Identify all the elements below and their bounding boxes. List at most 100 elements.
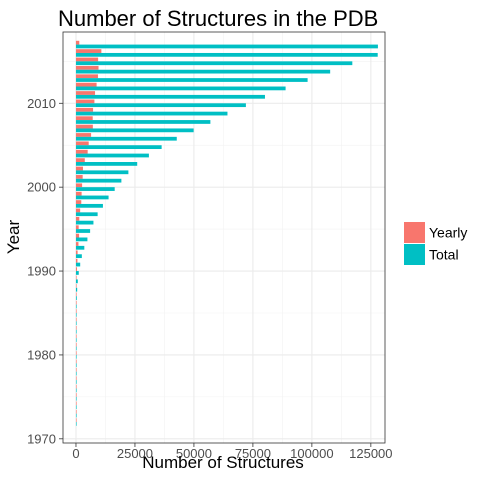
- y-tick-label: 2000: [27, 180, 56, 195]
- bar-total: [75, 103, 246, 108]
- bar-total: [75, 363, 77, 368]
- bar-total: [75, 145, 162, 150]
- legend-label-total: Total: [429, 247, 459, 263]
- bar-total: [75, 229, 91, 233]
- bar-total: [75, 237, 88, 242]
- bar-yearly: [75, 65, 99, 70]
- y-tick-label: 2010: [27, 96, 56, 111]
- legend-key-yearly: [404, 222, 425, 243]
- bar-yearly: [75, 393, 77, 397]
- bar-total: [75, 338, 77, 342]
- bar-yearly: [75, 107, 94, 112]
- bar-yearly: [75, 284, 77, 288]
- bar-yearly: [75, 57, 99, 62]
- bar-total: [75, 279, 78, 284]
- bar-yearly: [75, 351, 77, 355]
- bar-yearly: [75, 191, 82, 196]
- bar-total: [75, 371, 77, 376]
- bar-yearly: [75, 141, 89, 146]
- bar-total: [75, 354, 77, 359]
- bar-total: [75, 388, 77, 393]
- bar-total: [75, 262, 81, 267]
- bar-yearly: [75, 183, 83, 188]
- bar-yearly: [75, 401, 77, 406]
- bar-total: [75, 94, 265, 99]
- bar-yearly: [75, 242, 79, 246]
- x-axis-title: Number of Structures: [142, 453, 304, 472]
- bar-yearly: [75, 250, 78, 255]
- bar-yearly: [75, 225, 79, 230]
- bar-total: [75, 245, 85, 250]
- bar-total: [75, 396, 77, 401]
- bar-yearly: [75, 300, 77, 305]
- bar-total: [75, 111, 228, 116]
- bar-total: [75, 271, 79, 275]
- bar-yearly: [75, 82, 97, 87]
- bar-yearly: [75, 149, 88, 154]
- bar-total: [75, 195, 109, 200]
- x-tick-label: 0: [72, 446, 79, 461]
- x-tick-label: 50000: [176, 446, 212, 461]
- bar-total: [75, 69, 331, 74]
- bar-total: [75, 178, 122, 183]
- bar-yearly: [75, 116, 93, 121]
- bar-yearly: [75, 325, 77, 330]
- bar-yearly: [75, 267, 77, 272]
- bar-total: [75, 162, 138, 166]
- bar-yearly: [75, 359, 77, 364]
- bar-yearly: [75, 124, 93, 129]
- bar-yearly: [75, 376, 77, 381]
- bar-yearly: [75, 91, 96, 95]
- bar-total: [75, 78, 308, 82]
- bar-total: [75, 86, 286, 91]
- bar-total: [75, 422, 77, 426]
- bar-yearly: [75, 275, 77, 280]
- bar-total: [75, 153, 149, 158]
- bar-total: [75, 304, 77, 309]
- bar-yearly: [75, 74, 98, 79]
- y-tick-label: 1980: [27, 347, 56, 362]
- chart-title: Number of Structures in the PDB: [58, 6, 378, 31]
- bar-yearly: [75, 216, 80, 221]
- bar-total: [75, 220, 94, 225]
- y-tick-label: 1990: [27, 264, 56, 279]
- bar-total: [75, 413, 77, 418]
- bar-yearly: [75, 334, 77, 339]
- bar-total: [75, 329, 77, 334]
- legend-key-total: [404, 244, 425, 265]
- bar-yearly: [75, 292, 77, 297]
- bar-yearly: [75, 208, 81, 213]
- bar-total: [75, 254, 82, 259]
- bar-total: [75, 52, 378, 57]
- bar-yearly: [75, 258, 78, 263]
- bar-total: [75, 44, 378, 49]
- x-tick-label: 100000: [290, 446, 333, 461]
- bar-total: [75, 287, 78, 292]
- bar-yearly: [75, 418, 77, 423]
- bar-total: [75, 346, 77, 351]
- panel-border: [62, 31, 386, 444]
- bar-total: [75, 203, 103, 208]
- bar-total: [75, 120, 211, 124]
- bar-yearly: [75, 99, 95, 104]
- bar-total: [75, 312, 77, 317]
- legend: Yearly Total: [404, 222, 467, 265]
- bar-yearly: [75, 317, 77, 322]
- x-tick-label: 125000: [349, 446, 392, 461]
- bar-total: [75, 321, 77, 326]
- bar-total: [75, 136, 177, 141]
- bar-total: [75, 380, 77, 384]
- y-axis-title: Year: [4, 219, 23, 254]
- bar-yearly: [75, 175, 83, 179]
- bar-total: [75, 212, 98, 217]
- bar-total: [75, 187, 115, 191]
- bar-yearly: [75, 158, 85, 163]
- bar-yearly: [75, 133, 92, 137]
- y-tick-label: 1970: [27, 431, 56, 446]
- bar-yearly: [75, 342, 77, 347]
- bar-yearly: [75, 49, 102, 53]
- bar-yearly: [75, 200, 82, 204]
- bar-yearly: [75, 309, 77, 313]
